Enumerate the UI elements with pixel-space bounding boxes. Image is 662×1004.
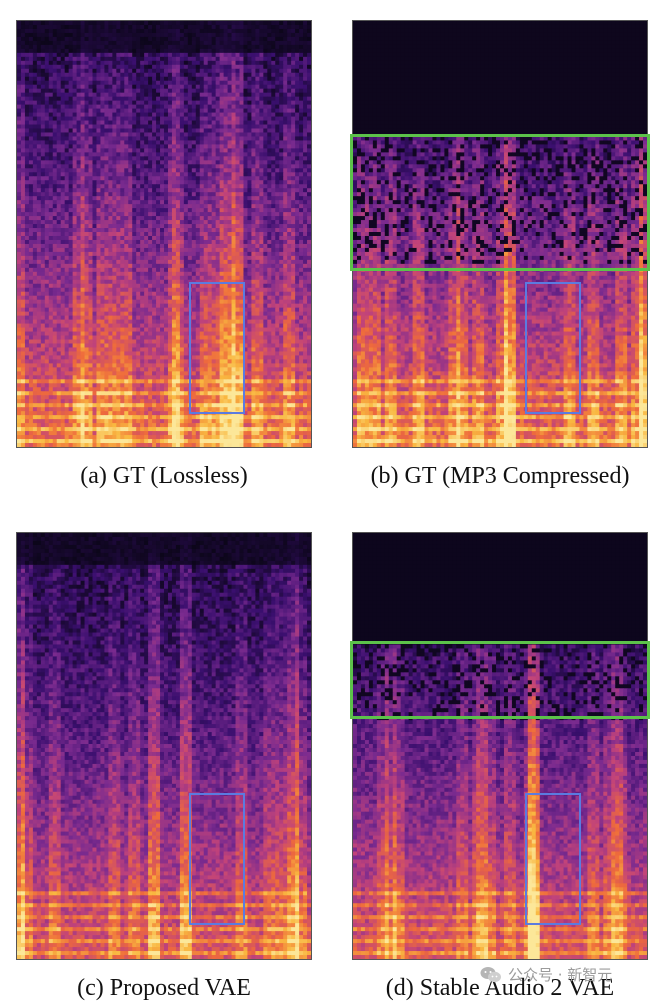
- caption-d: (d) Stable Audio 2 VAE: [340, 975, 660, 1002]
- spectrogram-gt-mp3: [352, 20, 648, 448]
- caption-c: (c) Proposed VAE: [4, 975, 324, 1002]
- spectrogram-image: [353, 533, 647, 959]
- spectrogram-image: [353, 21, 647, 447]
- highlight-box-low-freq: [189, 282, 245, 414]
- spectrogram-proposed-vae: [16, 532, 312, 960]
- highlight-box-low-freq: [525, 282, 581, 414]
- spectrogram-image: [17, 21, 311, 447]
- spectrogram-gt-lossless: [16, 20, 312, 448]
- highlight-box-high-freq: [350, 134, 650, 271]
- spectrogram-image: [17, 533, 311, 959]
- watermark-text: 公众号 · 新智元: [508, 964, 612, 985]
- highlight-box-low-freq: [189, 793, 245, 925]
- caption-b: (b) GT (MP3 Compressed): [340, 463, 660, 490]
- watermark: 公众号 · 新智元: [480, 964, 612, 985]
- highlight-box-low-freq: [525, 793, 581, 925]
- wechat-icon: [480, 966, 501, 982]
- spectrogram-stable-audio-2-vae: [352, 532, 648, 960]
- caption-a: (a) GT (Lossless): [4, 463, 324, 490]
- highlight-box-high-freq: [350, 641, 650, 719]
